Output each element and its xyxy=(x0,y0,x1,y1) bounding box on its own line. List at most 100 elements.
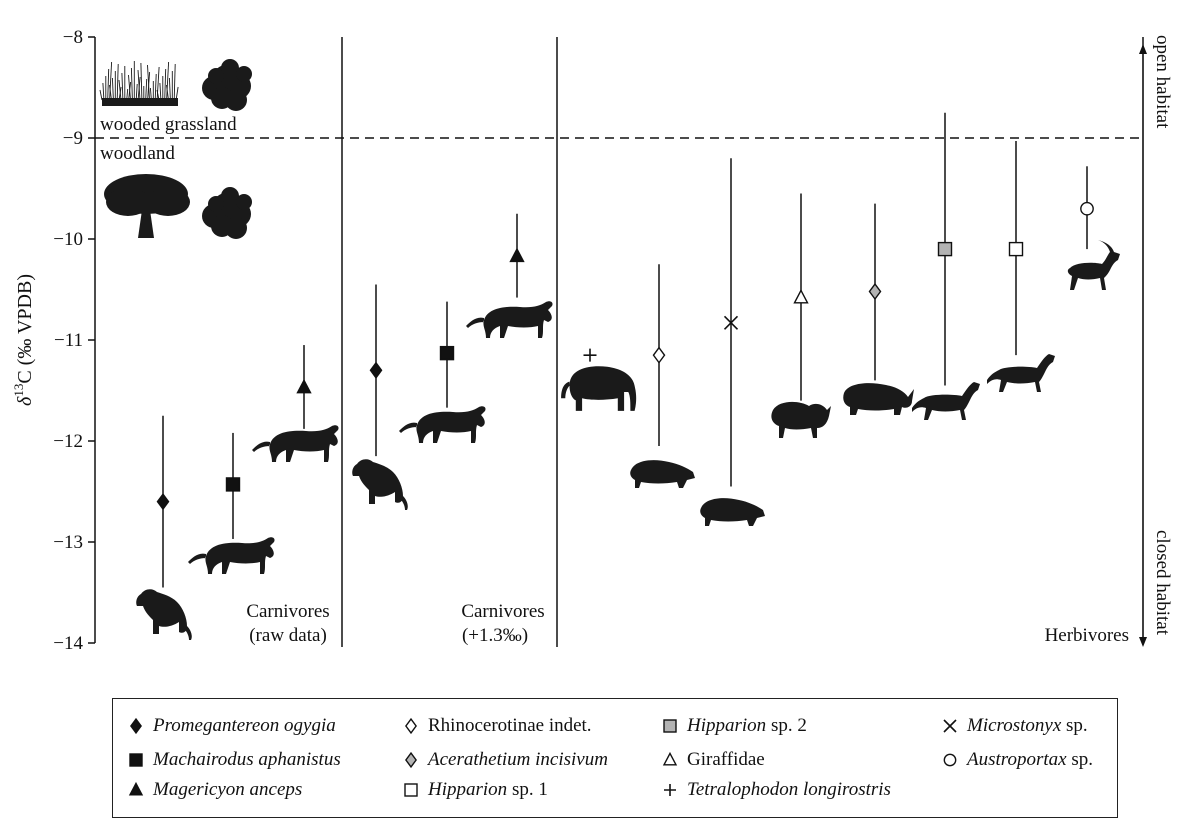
bush-blob xyxy=(221,187,239,205)
legend-symbol xyxy=(128,781,144,796)
legend-item: Hipparion sp. 2 xyxy=(661,715,807,737)
legend-symbol xyxy=(404,783,418,797)
grass-blade xyxy=(145,78,148,101)
legend-symbol xyxy=(943,753,957,767)
horse-silhouette xyxy=(987,354,1055,392)
legend-item: Rhinocerotinae indet. xyxy=(402,715,592,737)
panel-title-carn-adj: Carnivores xyxy=(461,601,544,622)
legend-label-italic: Microstonyx xyxy=(967,715,1062,736)
legend-marker xyxy=(943,719,957,733)
bush-blob xyxy=(221,59,239,77)
grass-blade xyxy=(137,69,141,101)
grass-blade xyxy=(109,84,112,101)
tree-crown xyxy=(146,188,190,216)
legend-marker xyxy=(405,751,417,769)
bush-icon-open xyxy=(202,59,252,111)
cat-silhouette xyxy=(352,459,408,510)
cat-silhouette xyxy=(252,425,339,462)
silhouette-magericyon-adj xyxy=(466,301,553,338)
y-tick-label: −8 xyxy=(63,27,83,48)
panel-title-carn-raw: Carnivores xyxy=(246,601,329,622)
grass-icon xyxy=(99,61,179,106)
y-tick-label: −12 xyxy=(53,431,83,452)
panel-dividers xyxy=(341,37,558,647)
bush-blob xyxy=(208,196,224,212)
panel-subtitle-carn-adj: (+1.3‰) xyxy=(462,625,528,646)
legend-label-italic: Tetralophodon longirostris xyxy=(687,779,891,800)
y-tick-label: −13 xyxy=(53,532,83,553)
silhouette-promegantereon-adj xyxy=(352,459,408,510)
legend-marker xyxy=(664,784,676,796)
silhouette-tetralophodon xyxy=(561,366,637,411)
habitat-arrow-up xyxy=(1139,44,1147,54)
data-point xyxy=(156,492,170,511)
grass-blade xyxy=(102,82,105,101)
open-habitat-label: open habitat xyxy=(1152,35,1173,129)
legend-label: Giraffidae xyxy=(687,749,765,770)
legend-item: Machairodus aphanistus xyxy=(127,749,341,771)
legend: Promegantereon ogygia Machairodus aphanis… xyxy=(112,698,1118,818)
pig-silhouette xyxy=(630,460,695,488)
legend-symbol xyxy=(130,717,142,735)
grass-blade xyxy=(159,82,162,101)
series-rhinocerotinae-indet xyxy=(652,264,666,447)
data-point xyxy=(793,288,809,304)
data-point xyxy=(868,282,882,301)
legend-item: Giraffidae xyxy=(661,749,765,771)
data-point xyxy=(583,348,597,362)
data-point xyxy=(439,345,455,361)
data-point xyxy=(225,477,241,492)
legend-label-italic: Austroportax xyxy=(967,749,1067,770)
legend-label: sp. 2 xyxy=(766,715,807,736)
series-magericyon-anceps xyxy=(509,213,525,298)
legend-label: Rhinocerotinae indet. xyxy=(428,715,592,736)
series-acerathetium-incisivum xyxy=(868,203,882,381)
legend-symbol xyxy=(943,719,957,733)
bush-blob xyxy=(236,194,252,210)
grass-blade xyxy=(111,77,114,101)
legend-label-italic: Hipparion xyxy=(687,715,767,736)
closed-habitat-label: closed habitat xyxy=(1152,530,1173,636)
antelope-silhouette xyxy=(1067,240,1120,290)
panel-title-herb: Herbivores xyxy=(1045,625,1129,646)
bush-icon-closed xyxy=(202,187,252,239)
grass-blade xyxy=(126,88,129,101)
grass-blade xyxy=(147,64,150,101)
grass-blade xyxy=(154,73,157,101)
bush-blob xyxy=(208,68,224,84)
panel-subtitle-carn-raw: (raw data) xyxy=(249,625,327,646)
grass-blade xyxy=(175,86,179,101)
cat-silhouette xyxy=(399,406,486,443)
tree-trunk xyxy=(138,210,154,238)
series-promegantereon-ogygia xyxy=(156,415,170,588)
y-tick-label: −9 xyxy=(63,128,83,149)
legend-item: Acerathetium incisivum xyxy=(402,749,608,771)
horse-silhouette xyxy=(912,382,980,420)
series-giraffidae xyxy=(793,193,809,401)
legend-label-italic: Acerathetium incisivum xyxy=(428,749,608,770)
grass-blade xyxy=(140,62,143,101)
pig-silhouette xyxy=(700,498,765,526)
legend-item: Promegantereon ogygia xyxy=(127,715,336,737)
legend-symbol xyxy=(405,751,417,769)
buffalo-silhouette xyxy=(771,401,831,438)
legend-symbol xyxy=(664,784,676,796)
grass-blade xyxy=(156,66,160,101)
silhouette-austroportax xyxy=(1067,240,1120,290)
elephant-silhouette xyxy=(561,366,637,411)
y-axis-label: δ13C (‰ VPDB) xyxy=(11,274,36,406)
series-machairodus-aphanistus xyxy=(439,301,455,408)
legend-item: Austroportax sp. xyxy=(941,749,1093,771)
habitat-arrow-down xyxy=(1139,637,1147,647)
legend-symbol xyxy=(405,717,417,735)
series-machairodus-aphanistus xyxy=(225,432,241,539)
legend-item: Tetralophodon longirostris xyxy=(661,779,891,801)
silhouette-promegantereon-raw xyxy=(136,589,192,640)
legend-marker xyxy=(662,751,678,766)
grass-blade xyxy=(130,67,133,101)
data-point xyxy=(1080,201,1094,216)
legend-marker xyxy=(663,719,677,733)
legend-symbol xyxy=(129,753,143,767)
legend-label: sp. 1 xyxy=(507,779,548,800)
grass-blade xyxy=(128,74,131,101)
